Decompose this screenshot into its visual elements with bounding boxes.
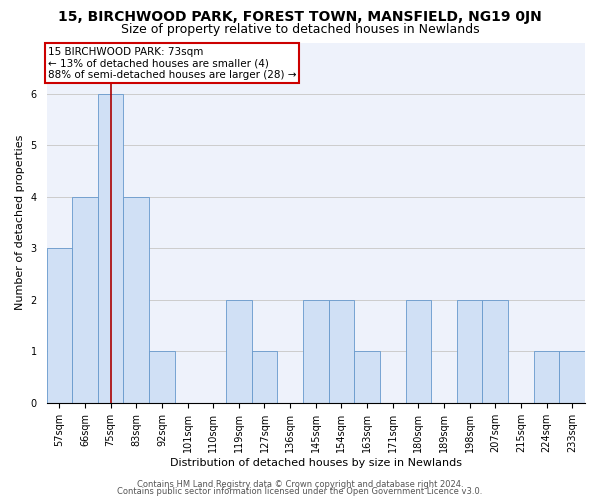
Bar bbox=[124, 197, 149, 403]
Text: 15, BIRCHWOOD PARK, FOREST TOWN, MANSFIELD, NG19 0JN: 15, BIRCHWOOD PARK, FOREST TOWN, MANSFIE… bbox=[58, 10, 542, 24]
Text: Contains public sector information licensed under the Open Government Licence v3: Contains public sector information licen… bbox=[118, 488, 482, 496]
Bar bbox=[72, 197, 98, 403]
Bar bbox=[559, 352, 585, 403]
Bar bbox=[303, 300, 329, 403]
Bar bbox=[457, 300, 482, 403]
Bar bbox=[98, 94, 124, 403]
X-axis label: Distribution of detached houses by size in Newlands: Distribution of detached houses by size … bbox=[170, 458, 462, 468]
Y-axis label: Number of detached properties: Number of detached properties bbox=[15, 135, 25, 310]
Bar bbox=[251, 352, 277, 403]
Bar bbox=[47, 248, 72, 403]
Bar bbox=[149, 352, 175, 403]
Bar bbox=[354, 352, 380, 403]
Bar bbox=[534, 352, 559, 403]
Bar bbox=[329, 300, 354, 403]
Bar bbox=[482, 300, 508, 403]
Text: 15 BIRCHWOOD PARK: 73sqm
← 13% of detached houses are smaller (4)
88% of semi-de: 15 BIRCHWOOD PARK: 73sqm ← 13% of detach… bbox=[48, 46, 296, 80]
Bar bbox=[226, 300, 251, 403]
Text: Size of property relative to detached houses in Newlands: Size of property relative to detached ho… bbox=[121, 22, 479, 36]
Text: Contains HM Land Registry data © Crown copyright and database right 2024.: Contains HM Land Registry data © Crown c… bbox=[137, 480, 463, 489]
Bar bbox=[406, 300, 431, 403]
